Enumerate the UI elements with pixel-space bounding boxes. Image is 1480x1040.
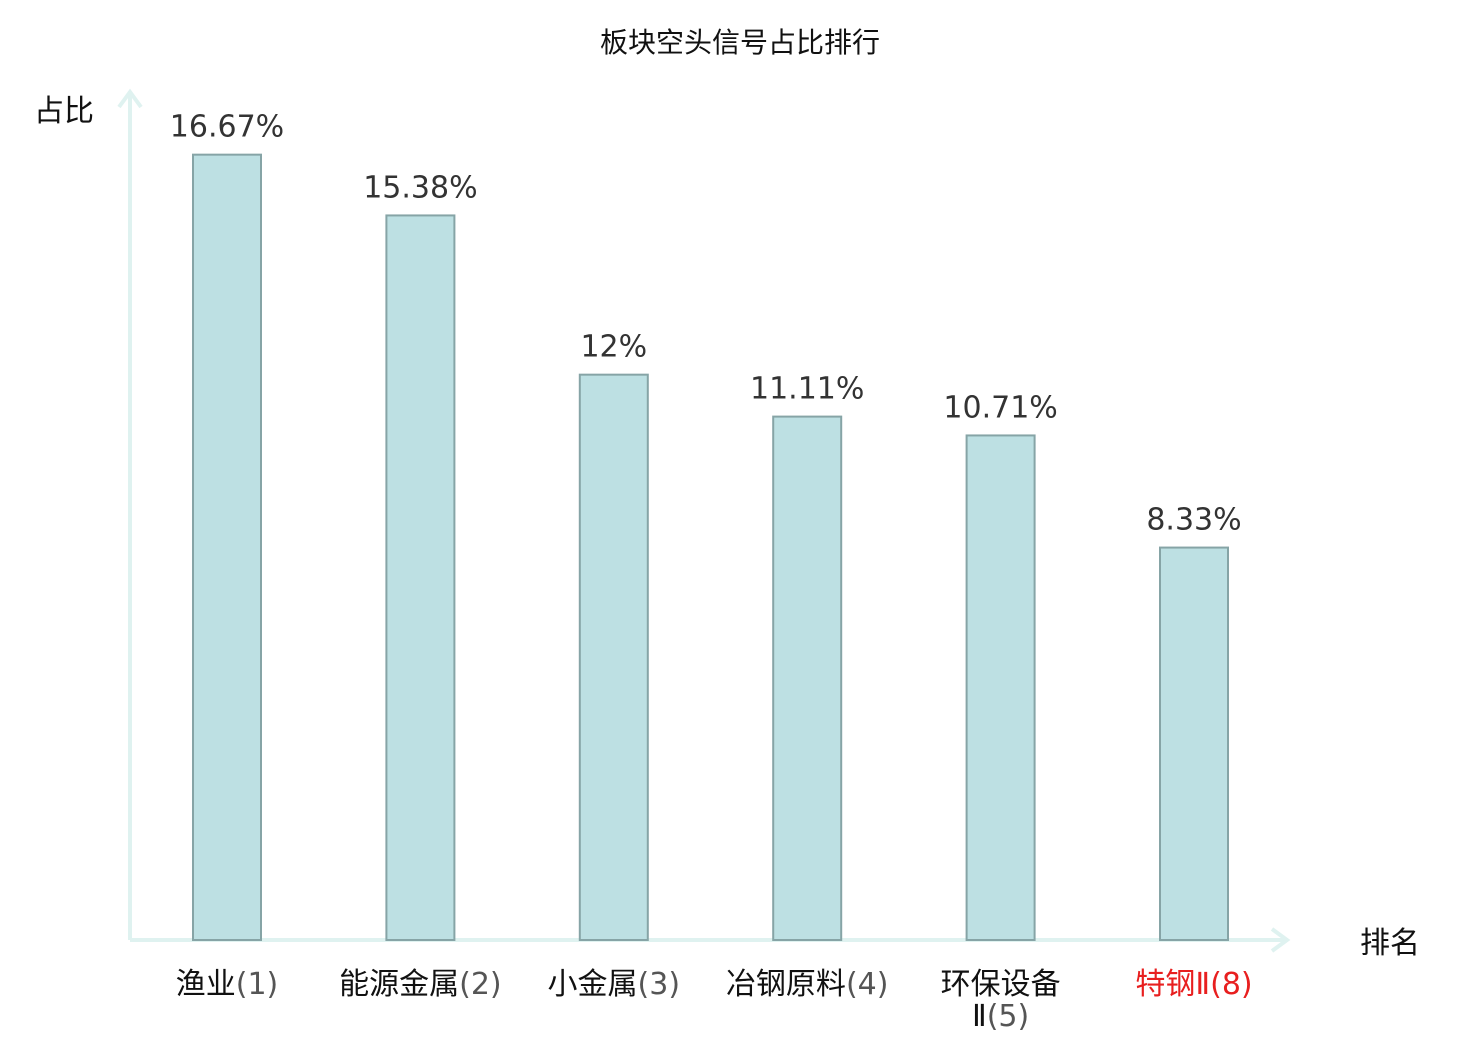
category-rank: (2) [459,967,502,1002]
x-axis-label: 排名 [1360,926,1420,961]
category-rank: (5) [987,999,1030,1034]
category-label: 能源金属(2) [339,967,502,1002]
value-labels-layer: 16.67% 15.38% 12% 11.11% 10.71% 8.33% [170,110,1242,538]
category-name: 能源金属 [339,967,459,1002]
bar-value-label: 11.11% [750,372,864,407]
bar-value-label: 12% [580,330,647,365]
bar [192,153,262,941]
bar [385,214,456,942]
category-name-line2: Ⅱ [972,999,987,1034]
category-label: 小金属(3) [548,967,681,1002]
category-name: 环保设备 [941,967,1061,1002]
x-axis-arrow-icon [1270,927,1291,953]
y-axis-label: 占比 [34,94,94,129]
category-labels-layer: 渔业(1) 能源金属(2) 小金属(3) 冶钢原料(4) 环保设备 Ⅱ(5) 特钢Ⅱ(8) [176,967,1253,1034]
category-name: 小金属 [548,967,638,1002]
bar-value-label: 16.67% [170,110,284,145]
category-label: 环保设备 Ⅱ(5) [941,967,1061,1034]
category-rank: (4) [846,967,889,1002]
bar-value-label: 15.38% [363,170,477,205]
chart-title: 板块空头信号占比排行 [600,26,880,59]
bar [772,415,843,941]
bar [578,373,649,941]
y-axis-arrow-icon [117,88,143,109]
bar-value-label: 10.71% [943,390,1057,425]
category-rank: (3) [638,967,681,1002]
category-name: 渔业 [176,967,236,1002]
bar [1159,546,1229,941]
bar [965,434,1036,941]
bars-layer [192,153,1229,942]
bar-value-label: 8.33% [1146,503,1241,538]
category-label: 特钢Ⅱ(8) [1135,967,1252,1002]
category-rank: (1) [236,967,279,1002]
category-name: 冶钢原料 [726,967,846,1002]
category-name: 特钢Ⅱ [1135,967,1210,1002]
category-rank: (8) [1210,967,1253,1002]
category-label: 冶钢原料(4) [726,967,889,1002]
category-label: 渔业(1) [176,967,279,1002]
